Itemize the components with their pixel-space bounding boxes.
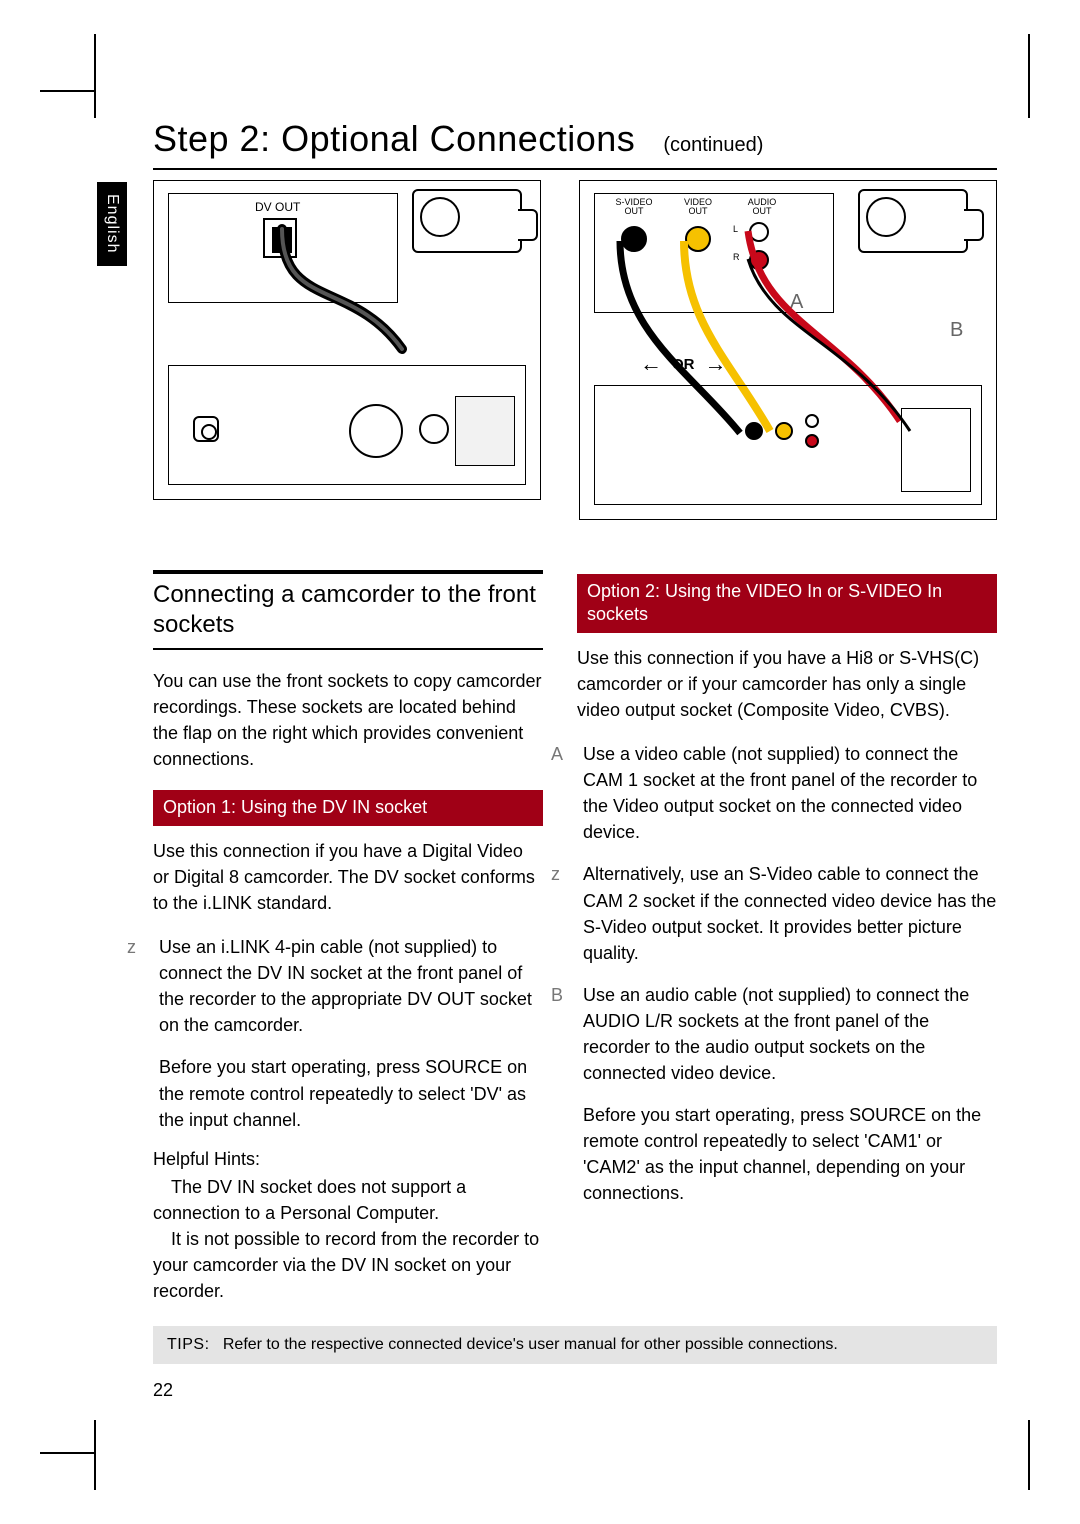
option2-after: Before you start operating, press SOURCE… [551,1102,997,1206]
step-a: A Use a video cable (not supplied) to co… [551,741,997,845]
dv-cable-icon [272,219,422,359]
tag-a: A [790,291,803,314]
audio-l-in-socket-icon [805,414,819,428]
tag-b: B [950,319,963,342]
language-label: English [103,194,121,253]
section-heading: Connecting a camcorder to the front sock… [153,570,543,650]
recorder-front-panel-icon [168,365,526,485]
crop-mark [40,90,94,92]
or-label: OR [672,356,695,373]
front-flap-icon [455,396,515,466]
recorder-front-panel-icon [594,385,982,505]
option2-bar: Option 2: Using the VIDEO In or S-VIDEO … [577,574,997,633]
crop-mark [1028,34,1030,118]
arrow-left-icon: ← [640,353,662,375]
step-marker: z [127,934,153,1038]
crop-mark [40,1452,94,1454]
step-marker: A [551,741,577,845]
option2-intro: Use this connection if you have a Hi8 or… [577,645,997,723]
video-out-label: VIDEOOUT [673,198,723,217]
step-text: Before you start operating, press SOURCE… [159,1054,543,1132]
option1-step: z Use an i.LINK 4-pin cable (not supplie… [127,934,543,1038]
front-flap-icon [901,408,971,492]
disc-tray-icon [349,404,403,458]
right-column: Option 2: Using the VIDEO In or S-VIDEO … [577,548,997,1304]
page-content: English Step 2: Optional Connections (co… [97,118,997,1418]
or-indicator: ← OR → [640,353,727,375]
hint-text: It is not possible to record from the re… [153,1229,539,1301]
video-socket-icon [685,226,711,252]
step-marker-blank [551,1102,577,1206]
step-marker: z [551,861,577,965]
continued-label: (continued) [663,134,763,157]
step-marker-blank [127,1054,153,1132]
page-title: Step 2: Optional Connections [153,118,635,160]
camcorder-icon [412,189,522,253]
cam1-video-socket-icon [775,422,793,440]
crop-mark [1028,1420,1030,1490]
hints-block: The DV IN socket does not support a conn… [153,1174,543,1304]
step-alt: z Alternatively, use an S-Video cable to… [551,861,997,965]
audio-r-socket-icon [749,250,769,270]
page-number: 22 [153,1380,173,1401]
hints-heading: Helpful Hints: [153,1149,543,1170]
left-column: Connecting a camcorder to the front sock… [153,548,543,1304]
step-text: Use a video cable (not supplied) to conn… [583,741,997,845]
text-columns: Connecting a camcorder to the front sock… [153,548,997,1304]
step-text: Use an i.LINK 4-pin cable (not supplied)… [159,934,543,1038]
svideo-out-label: S-VIDEOOUT [609,198,659,217]
figure-dv-connection: DV OUT [153,180,541,500]
figure-av-connection: S-VIDEOOUT VIDEOOUT AUDIOOUT L R A B ← O… [579,180,997,520]
step-text: Use an audio cable (not supplied) to con… [583,982,997,1086]
hint-item: It is not possible to record from the re… [153,1226,543,1304]
front-jack-icon [419,414,449,444]
audio-r-in-socket-icon [805,434,819,448]
hint-text: The DV IN socket does not support a conn… [153,1177,466,1223]
cam2-svideo-socket-icon [745,422,763,440]
svideo-socket-icon [621,226,647,252]
audio-out-label: AUDIOOUT [737,198,787,217]
tips-box: TIPS: Refer to the respective connected … [153,1326,997,1364]
crop-mark [94,34,96,118]
crop-mark [94,1420,96,1490]
language-tab: English [97,182,127,266]
tips-text: Refer to the respective connected device… [223,1336,838,1353]
arrow-right-icon: → [705,353,727,375]
intro-paragraph: You can use the front sockets to copy ca… [153,668,543,772]
audio-l-socket-icon [749,222,769,242]
dv-out-label: DV OUT [255,200,300,214]
tips-label: TIPS: [167,1336,210,1353]
step-text: Before you start operating, press SOURCE… [583,1102,997,1206]
step-marker: B [551,982,577,1086]
section-heading-text: Connecting a camcorder to the front sock… [153,581,536,638]
option1-intro: Use this connection if you have a Digita… [153,838,543,916]
option1-after: Before you start operating, press SOURCE… [127,1054,543,1132]
record-button-icon [193,416,219,442]
camcorder-icon [858,189,968,253]
audio-r-label: R [733,252,740,262]
page-title-row: Step 2: Optional Connections (continued) [153,118,997,170]
hint-item: The DV IN socket does not support a conn… [153,1174,543,1226]
step-b: B Use an audio cable (not supplied) to c… [551,982,997,1086]
option1-bar: Option 1: Using the DV IN socket [153,790,543,825]
audio-l-label: L [733,224,738,234]
step-text: Alternatively, use an S-Video cable to c… [583,861,997,965]
